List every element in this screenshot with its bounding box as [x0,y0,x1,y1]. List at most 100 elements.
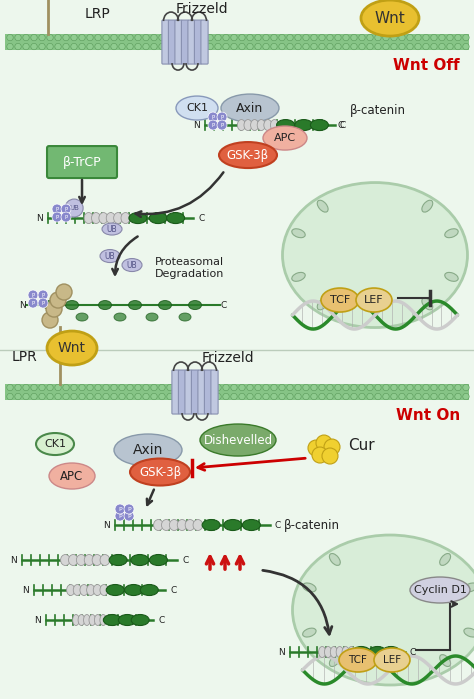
Ellipse shape [303,583,316,592]
Ellipse shape [445,273,458,281]
Ellipse shape [440,655,451,667]
Circle shape [103,43,109,50]
Circle shape [159,43,165,50]
Circle shape [311,394,317,400]
Circle shape [439,43,445,50]
Circle shape [143,34,149,41]
Ellipse shape [325,647,332,658]
Circle shape [391,384,397,391]
Text: P: P [220,115,224,120]
Circle shape [135,34,141,41]
Ellipse shape [49,463,95,489]
Circle shape [303,394,309,400]
Circle shape [191,394,197,400]
FancyBboxPatch shape [182,20,189,64]
Ellipse shape [193,519,203,531]
Circle shape [52,212,62,222]
Circle shape [38,290,48,300]
Circle shape [263,394,269,400]
Circle shape [47,34,53,41]
Ellipse shape [410,577,470,603]
Circle shape [39,384,45,391]
Circle shape [271,394,277,400]
Circle shape [208,120,218,130]
Circle shape [351,34,357,41]
Text: β-TrCP: β-TrCP [63,156,101,168]
FancyBboxPatch shape [204,370,211,414]
Ellipse shape [87,584,95,596]
Circle shape [50,292,66,308]
Circle shape [415,34,421,41]
Circle shape [87,394,93,400]
Circle shape [287,394,293,400]
Circle shape [47,394,53,400]
Circle shape [335,43,341,50]
Text: P: P [211,122,215,127]
Circle shape [55,34,61,41]
Ellipse shape [109,554,127,565]
Circle shape [52,204,62,214]
Circle shape [327,384,333,391]
Text: C: C [338,120,344,129]
Text: N: N [22,586,29,595]
Ellipse shape [114,434,182,466]
Circle shape [215,43,221,50]
Circle shape [47,384,53,391]
Circle shape [399,43,405,50]
Ellipse shape [94,614,101,626]
Ellipse shape [224,519,242,531]
Circle shape [423,43,429,50]
Circle shape [455,394,461,400]
Circle shape [7,34,13,41]
Circle shape [111,43,117,50]
Circle shape [231,34,237,41]
Ellipse shape [329,554,340,565]
Text: P: P [127,514,131,519]
Circle shape [367,43,373,50]
Circle shape [287,384,293,391]
Circle shape [167,394,173,400]
Circle shape [151,43,157,50]
FancyBboxPatch shape [162,20,169,64]
Text: Wnt: Wnt [58,341,86,355]
Circle shape [343,43,349,50]
Circle shape [455,43,461,50]
Text: P: P [127,507,131,512]
Text: P: P [211,115,215,120]
Circle shape [119,34,125,41]
Circle shape [375,34,381,41]
Ellipse shape [92,554,102,565]
Text: LRP: LRP [85,7,111,21]
FancyBboxPatch shape [191,370,199,414]
Ellipse shape [464,583,474,592]
Circle shape [375,384,381,391]
Circle shape [239,384,245,391]
Text: Cyclin D1: Cyclin D1 [413,585,466,595]
Text: LEF: LEF [364,295,384,305]
Circle shape [135,384,141,391]
Circle shape [231,394,237,400]
Circle shape [199,384,205,391]
Ellipse shape [131,554,149,565]
Ellipse shape [445,229,458,238]
Ellipse shape [202,519,220,531]
FancyBboxPatch shape [188,20,195,64]
Ellipse shape [99,301,111,310]
Circle shape [279,394,285,400]
Ellipse shape [122,259,142,271]
Ellipse shape [321,288,359,312]
Ellipse shape [295,120,313,131]
Ellipse shape [257,120,265,131]
Text: LEF: LEF [383,655,401,665]
Circle shape [23,384,29,391]
Ellipse shape [80,584,88,596]
Ellipse shape [76,554,86,565]
Ellipse shape [106,584,124,596]
Text: C: C [275,521,281,530]
FancyBboxPatch shape [5,384,469,400]
Text: Wnt Off: Wnt Off [393,57,460,73]
Text: Dishevelled: Dishevelled [203,433,273,447]
Circle shape [308,440,324,456]
Ellipse shape [319,647,326,658]
Circle shape [463,34,469,41]
